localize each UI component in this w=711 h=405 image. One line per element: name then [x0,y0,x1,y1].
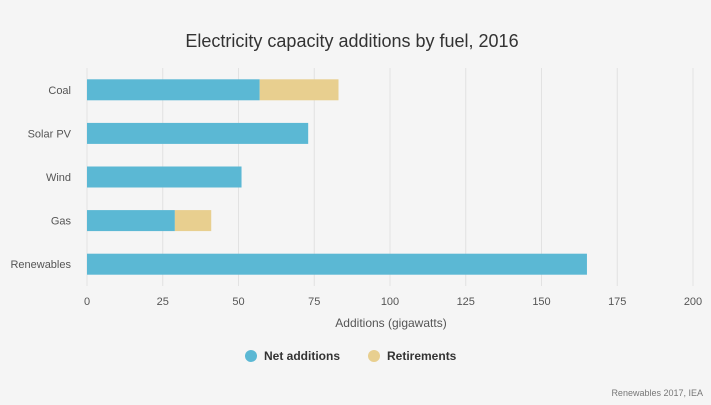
chart-title: Electricity capacity additions by fuel, … [185,31,518,51]
tick-labels: 0 25 50 75 100 125 150 175 200 [84,296,702,308]
x-tick-label: 100 [381,296,399,308]
x-tick-label: 125 [457,296,475,308]
bar-retirements[interactable] [259,79,339,101]
grid-lines [86,68,694,286]
category-label: Gas [51,216,72,228]
category-labels: Coal Solar PV Wind Gas Renewables [10,85,71,271]
x-tick-label: 150 [532,296,550,308]
x-tick-label: 0 [84,296,90,308]
x-tick-label: 25 [157,296,169,308]
legend-label: Net additions [264,349,340,363]
bar-net-additions[interactable] [87,79,260,101]
legend-swatch [368,350,380,362]
legend-item[interactable]: Net additions [245,349,340,363]
category-label: Solar PV [28,128,72,140]
category-label: Coal [48,85,71,97]
x-tick-label: 175 [608,296,626,308]
x-tick-label: 200 [684,296,702,308]
legend-item[interactable]: Retirements [368,349,457,363]
bar-net-additions[interactable] [87,122,309,144]
legend[interactable]: Net additions Retirements [245,349,457,363]
x-tick-label: 75 [308,296,320,308]
category-label: Wind [46,172,71,184]
legend-swatch [245,350,257,362]
bars [87,79,587,275]
bar-net-additions[interactable] [87,253,587,275]
bar-net-additions[interactable] [87,210,175,232]
category-label: Renewables [10,259,71,271]
legend-label: Retirements [387,349,457,363]
x-tick-label: 50 [232,296,244,308]
source-note: Renewables 2017, IEA [611,388,703,398]
bar-net-additions[interactable] [87,166,242,188]
x-axis-title: Additions (gigawatts) [335,316,446,330]
bar-retirements[interactable] [174,210,212,232]
